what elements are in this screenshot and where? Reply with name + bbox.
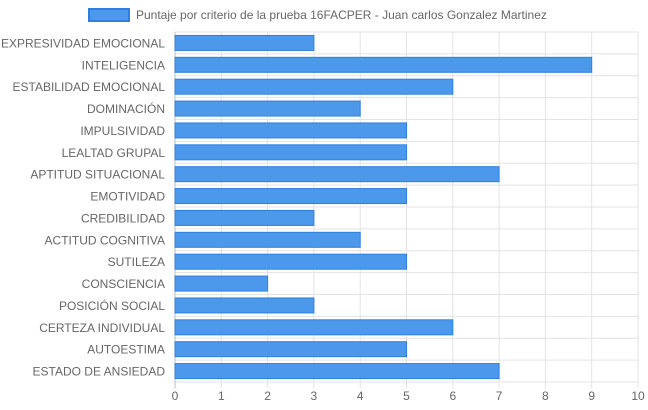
x-tick-label: 5 bbox=[403, 389, 410, 403]
bar bbox=[174, 122, 407, 139]
legend[interactable]: Puntaje por criterio de la prueba 16FACP… bbox=[88, 7, 547, 23]
bar bbox=[174, 253, 407, 270]
category-label: INTELIGENCIA bbox=[82, 58, 165, 72]
category-label: CREDIBILIDAD bbox=[81, 211, 165, 225]
category-label: APTITUD SITUACIONAL bbox=[30, 168, 165, 182]
bar bbox=[174, 100, 361, 117]
category-label: IMPULSIVIDAD bbox=[80, 124, 165, 138]
x-tick-label: 1 bbox=[218, 389, 225, 403]
category-label: AUTOESTIMA bbox=[87, 343, 165, 357]
legend-swatch bbox=[88, 8, 130, 22]
bar bbox=[174, 231, 361, 248]
x-tick-label: 10 bbox=[631, 389, 645, 403]
category-label: POSICIÓN SOCIAL bbox=[59, 298, 165, 313]
category-label: ESTADO DE ANSIEDAD bbox=[33, 365, 166, 379]
bar bbox=[174, 319, 454, 336]
bar bbox=[174, 166, 500, 183]
x-tick-label: 4 bbox=[357, 389, 364, 403]
category-label: LEALTAD GRUPAL bbox=[62, 146, 166, 160]
bar bbox=[174, 275, 269, 292]
bar bbox=[174, 56, 593, 73]
category-label: DOMINACIÓN bbox=[87, 101, 165, 116]
category-label: EMOTIVIDAD bbox=[90, 190, 165, 204]
category-label: ACTITUD COGNITIVA bbox=[45, 233, 165, 247]
bar bbox=[174, 209, 315, 226]
bar bbox=[174, 144, 407, 161]
category-label: CONSCIENCIA bbox=[82, 277, 165, 291]
bar bbox=[174, 297, 315, 314]
bar bbox=[174, 188, 407, 205]
x-tick-label: 9 bbox=[588, 389, 595, 403]
x-tick-label: 7 bbox=[496, 389, 503, 403]
x-tick-label: 2 bbox=[264, 389, 271, 403]
x-tick-label: 6 bbox=[449, 389, 456, 403]
category-label: CERTEZA INDIVIDUAL bbox=[39, 321, 165, 335]
bar bbox=[174, 341, 407, 358]
x-tick-label: 8 bbox=[542, 389, 549, 403]
bar bbox=[174, 34, 315, 51]
legend-label: Puntaje por criterio de la prueba 16FACP… bbox=[136, 8, 547, 22]
x-tick-label: 0 bbox=[172, 389, 179, 403]
category-label: ESTABILIDAD EMOCIONAL bbox=[13, 80, 166, 94]
category-label: EXPRESIVIDAD EMOCIONAL bbox=[1, 36, 165, 50]
category-label: SUTILEZA bbox=[108, 255, 165, 269]
bar bbox=[174, 78, 454, 95]
bar bbox=[174, 363, 500, 380]
x-tick-label: 3 bbox=[311, 389, 318, 403]
